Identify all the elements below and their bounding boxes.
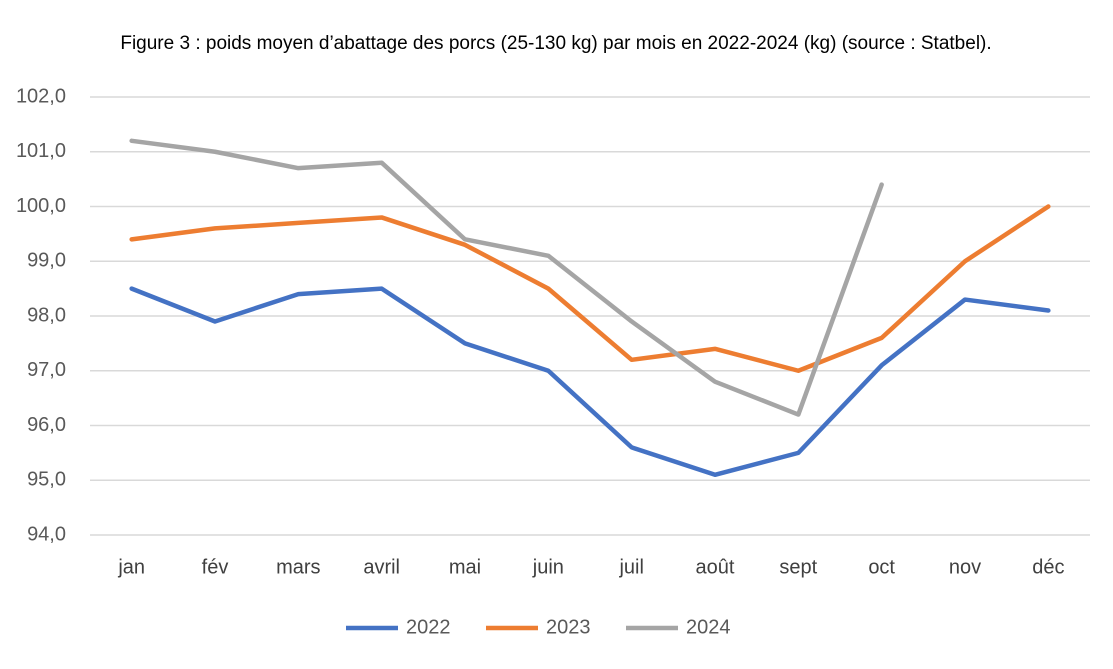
- y-tick-label: 102,0: [16, 85, 66, 107]
- legend-label: 2022: [406, 616, 451, 638]
- x-tick-label: mars: [276, 556, 320, 578]
- legend-label: 2023: [546, 616, 591, 638]
- x-tick-label: août: [696, 556, 735, 578]
- x-tick-label: sept: [779, 556, 817, 578]
- x-tick-label: déc: [1032, 556, 1064, 578]
- x-tick-label: nov: [949, 556, 981, 578]
- y-tick-label: 101,0: [16, 140, 66, 162]
- x-tick-label: juin: [532, 556, 564, 578]
- y-tick-label: 98,0: [27, 304, 66, 326]
- x-tick-label: juil: [618, 556, 643, 578]
- x-tick-label: jan: [117, 556, 145, 578]
- y-tick-label: 97,0: [27, 359, 66, 381]
- legend-label: 2024: [686, 616, 731, 638]
- series-line: [129, 286, 1051, 478]
- x-tick-label: mai: [449, 556, 481, 578]
- y-tick-label: 96,0: [27, 414, 66, 436]
- y-tick-label: 99,0: [27, 250, 66, 272]
- x-tick-label: avril: [363, 556, 400, 578]
- y-tick-label: 95,0: [27, 469, 66, 491]
- y-tick-label: 100,0: [16, 195, 66, 217]
- series-line: [129, 138, 884, 417]
- x-tick-label: oct: [868, 556, 895, 578]
- y-tick-label: 94,0: [27, 523, 66, 545]
- x-tick-label: fév: [202, 556, 229, 578]
- chart-title: Figure 3 : poids moyen d’abattage des po…: [120, 33, 991, 54]
- series-line: [129, 204, 1051, 373]
